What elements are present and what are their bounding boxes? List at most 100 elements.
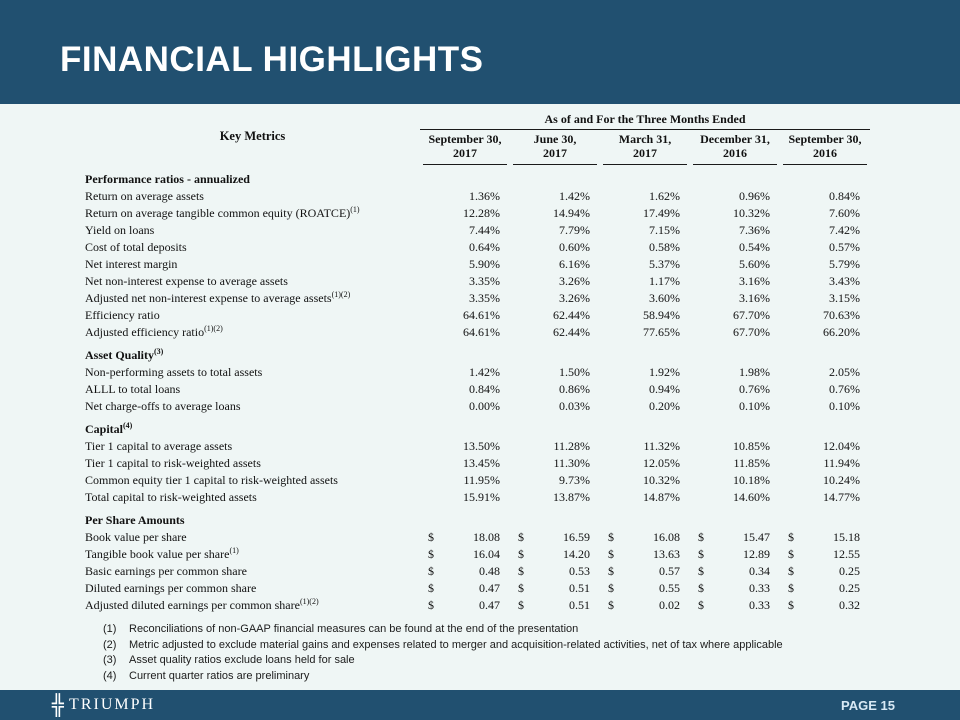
section-header: Capital(4) <box>85 421 133 437</box>
value-cell: 0.96% <box>739 189 770 203</box>
currency-symbol: $ <box>518 598 524 612</box>
value-cell: $0.47 <box>428 598 500 612</box>
value-cell: 10.32% <box>643 473 680 487</box>
footnotes: (1) Reconciliations of non-GAAP financial… <box>103 622 960 684</box>
value-cell: 7.44% <box>469 223 500 237</box>
value-cell: 66.20% <box>823 325 860 339</box>
value-cell: 3.26% <box>559 274 590 288</box>
value-cell: $15.47 <box>698 530 770 544</box>
value-cell: $12.89 <box>698 547 770 561</box>
value-cell: 7.60% <box>829 206 860 220</box>
table-row: Tangible book value per share(1) $16.04 $1… <box>85 546 870 563</box>
table-row: Yield on loans 7.44% 7.79% 7.15% 7.36% 7.42% <box>85 222 870 239</box>
table-head: Key Metrics As of and For the Three Mont… <box>85 112 870 165</box>
brand-name: TRIUMPH <box>69 696 156 713</box>
value-cell: 1.98% <box>739 365 770 379</box>
value-cell: $0.51 <box>518 581 590 595</box>
currency-symbol: $ <box>608 564 614 578</box>
value-cell: 0.57% <box>829 240 860 254</box>
section-header: Asset Quality(3) <box>85 347 164 363</box>
value-cell: $0.25 <box>788 564 860 578</box>
table-row: Efficiency ratio 64.61% 62.44% 58.94% 67.70%… <box>85 307 870 324</box>
value-cell: 5.37% <box>649 257 680 271</box>
value-cell: 3.15% <box>829 291 860 305</box>
value-cell: 3.35% <box>469 291 500 305</box>
value-cell: 3.16% <box>739 291 770 305</box>
value-cell: $18.08 <box>428 530 500 544</box>
value-cell: 0.03% <box>559 399 590 413</box>
value-cell: $13.63 <box>608 547 680 561</box>
value-cell: 11.95% <box>463 473 500 487</box>
value-cell: 67.70% <box>733 308 770 322</box>
column-header: March 31, 2017 <box>600 130 690 165</box>
value-cell: 15.91% <box>463 490 500 504</box>
value-cell: 5.60% <box>739 257 770 271</box>
currency-symbol: $ <box>608 581 614 595</box>
currency-symbol: $ <box>518 581 524 595</box>
row-label: Tangible book value per share(1) <box>85 546 239 562</box>
value-cell: 0.86% <box>559 382 590 396</box>
table-row: Adjusted diluted earnings per common sha… <box>85 597 870 614</box>
value-cell: 0.58% <box>649 240 680 254</box>
row-label: Net non-interest expense to average asse… <box>85 274 288 288</box>
currency-symbol: $ <box>788 598 794 612</box>
value-cell: 1.17% <box>649 274 680 288</box>
value-cell: 0.76% <box>739 382 770 396</box>
currency-symbol: $ <box>788 547 794 561</box>
value-cell: $0.25 <box>788 581 860 595</box>
value-cell: 12.04% <box>823 439 860 453</box>
value-cell: 1.50% <box>559 365 590 379</box>
column-header: September 30, 2017 <box>420 130 510 165</box>
value-cell: 58.94% <box>643 308 680 322</box>
row-label: Book value per share <box>85 530 187 544</box>
value-cell: 0.60% <box>559 240 590 254</box>
row-label: Return on average tangible common equity… <box>85 205 360 221</box>
value-cell: 3.26% <box>559 291 590 305</box>
value-cell: $0.34 <box>698 564 770 578</box>
value-cell: $0.33 <box>698 598 770 612</box>
row-label: Basic earnings per common share <box>85 564 247 578</box>
value-cell: 1.42% <box>559 189 590 203</box>
value-cell: 10.24% <box>823 473 860 487</box>
value-cell: 17.49% <box>643 206 680 220</box>
currency-symbol: $ <box>518 547 524 561</box>
value-cell: $0.55 <box>608 581 680 595</box>
header-band: FINANCIAL HIGHLIGHTS <box>0 0 960 104</box>
currency-symbol: $ <box>698 598 704 612</box>
columns-area: As of and For the Three Months Ended Sep… <box>420 112 870 165</box>
value-cell: 64.61% <box>463 325 500 339</box>
value-cell: 64.61% <box>463 308 500 322</box>
currency-symbol: $ <box>608 530 614 544</box>
value-cell: $16.04 <box>428 547 500 561</box>
value-cell: $0.47 <box>428 581 500 595</box>
value-cell: 7.15% <box>649 223 680 237</box>
row-label: Tier 1 capital to risk-weighted assets <box>85 456 261 470</box>
section-header: Per Share Amounts <box>85 513 185 527</box>
value-cell: 0.10% <box>739 399 770 413</box>
column-header: June 30, 2017 <box>510 130 600 165</box>
value-cell: 13.87% <box>553 490 590 504</box>
span-header: As of and For the Three Months Ended <box>420 112 870 130</box>
currency-symbol: $ <box>788 581 794 595</box>
value-cell: 70.63% <box>823 308 860 322</box>
row-label: Adjusted diluted earnings per common sha… <box>85 597 319 613</box>
content-area: Key Metrics As of and For the Three Mont… <box>0 104 960 690</box>
row-label: Return on average assets <box>85 189 204 203</box>
value-cell: $0.51 <box>518 598 590 612</box>
value-cell: 14.94% <box>553 206 590 220</box>
table-row: Net interest margin 5.90% 6.16% 5.37% 5.60% 5… <box>85 256 870 273</box>
value-cell: 0.10% <box>829 399 860 413</box>
currency-symbol: $ <box>518 564 524 578</box>
value-cell: 1.92% <box>649 365 680 379</box>
value-cell: 67.70% <box>733 325 770 339</box>
value-cell: 9.73% <box>559 473 590 487</box>
footnote: (4) Current quarter ratios are preliminar… <box>103 669 310 682</box>
value-cell: 2.05% <box>829 365 860 379</box>
table-row: Common equity tier 1 capital to risk-wei… <box>85 472 870 489</box>
table-row: Book value per share $18.08 $16.59 $16.08 $1… <box>85 529 870 546</box>
section-header: Performance ratios - annualized <box>85 172 250 186</box>
value-cell: 62.44% <box>553 325 590 339</box>
row-label: Total capital to risk-weighted assets <box>85 490 257 504</box>
value-cell: 10.85% <box>733 439 770 453</box>
